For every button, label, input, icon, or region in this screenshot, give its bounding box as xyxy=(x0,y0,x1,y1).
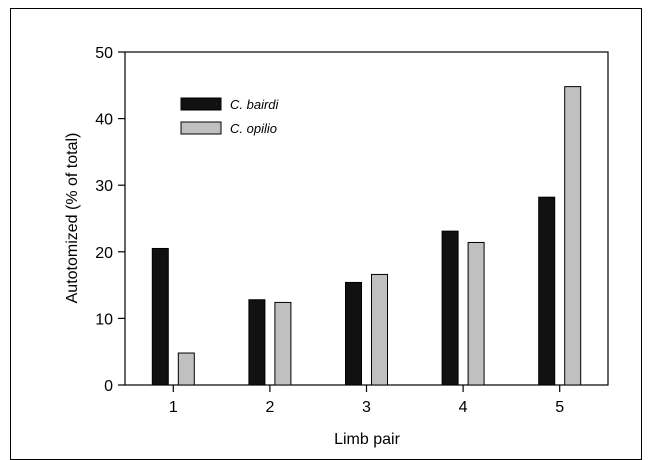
bar-series1-1 xyxy=(151,247,169,386)
plot-area: 0 10 20 30 40 50 1 2 3 4 5 C. bairdi C. opilio xyxy=(95,45,609,416)
bar-series2-1 xyxy=(177,352,195,386)
y-tick-label: 40 xyxy=(95,112,113,129)
y-tick-label: 50 xyxy=(95,45,113,62)
x-tick-label: 3 xyxy=(362,399,371,416)
legend-label-1: C. bairdi xyxy=(230,97,280,112)
bar-series2-2 xyxy=(274,301,292,386)
bar-series2-4 xyxy=(467,241,485,386)
bar-series1-5 xyxy=(538,196,556,386)
bar-series1-2 xyxy=(248,299,266,386)
bar-series2-3 xyxy=(371,273,388,386)
x-tick-label: 1 xyxy=(169,399,178,416)
y-tick-label: 10 xyxy=(95,311,113,328)
y-axis-title: Autotomized (% of total) xyxy=(64,133,81,304)
x-axis-title: Limb pair xyxy=(334,431,400,448)
legend-swatch-1 xyxy=(180,97,222,111)
x-tick-label: 5 xyxy=(555,399,564,416)
y-tick-label: 20 xyxy=(95,245,113,262)
legend-label-2: C. opilio xyxy=(230,121,277,136)
x-tick-label: 2 xyxy=(265,399,274,416)
legend-swatch-2 xyxy=(180,121,222,135)
bar-series1-3 xyxy=(345,281,362,386)
bar-series1-4 xyxy=(441,230,459,386)
bar-series2-5 xyxy=(564,86,582,386)
y-tick-label: 30 xyxy=(95,178,113,195)
bar-chart: 0 10 20 30 40 50 1 2 3 4 5 C. bairdi C. opilio Autot… xyxy=(64,45,609,448)
x-tick-label: 4 xyxy=(459,399,468,416)
y-tick-label: 0 xyxy=(104,378,113,395)
